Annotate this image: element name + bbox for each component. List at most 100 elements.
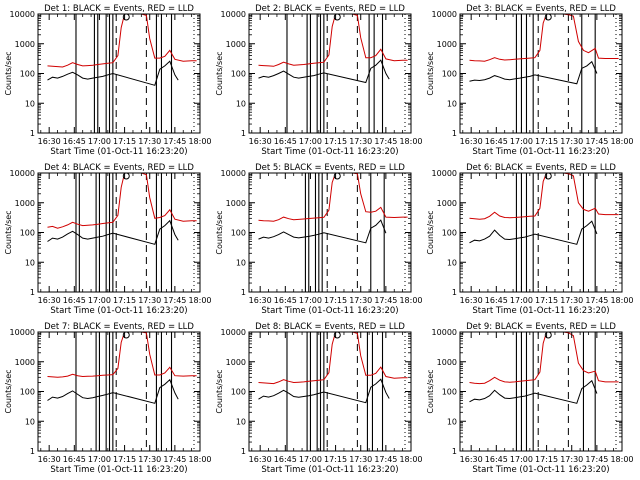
x-tick-label: 18:00 <box>188 137 211 146</box>
x-axis-label: Start Time (01-Oct-11 16:23:20) <box>261 465 398 475</box>
panel-title: Det 7: BLACK = Events, RED = LLD <box>44 322 194 332</box>
x-tick-label: 16:45 <box>485 137 508 146</box>
lld-series-line <box>469 13 619 62</box>
y-tick-label: 10 <box>447 417 457 426</box>
y-tick-label: 10 <box>236 258 246 267</box>
y-tick-label: 100 <box>442 229 457 238</box>
events-series-line <box>469 60 598 85</box>
x-tick-label: 16:45 <box>274 455 297 464</box>
x-tick-label: 16:30 <box>249 137 272 146</box>
x-tick-label: 17:15 <box>113 137 136 146</box>
x-tick-label: 17:00 <box>299 455 322 464</box>
y-tick-label: 1 <box>30 288 35 297</box>
plot-frame <box>37 13 201 134</box>
x-tick-label: 18:00 <box>188 296 211 305</box>
x-tick-label: 17:30 <box>138 137 161 146</box>
x-tick-label: 17:15 <box>324 455 347 464</box>
y-tick-label: 1 <box>241 447 246 456</box>
x-axis-label: Start Time (01-Oct-11 16:23:20) <box>261 147 398 157</box>
x-tick-label: 17:15 <box>535 137 558 146</box>
plot-frame <box>37 331 201 452</box>
detector-panel-3: 1 10 100 1000 10000 16:30 16:45 17:00 17:15 17:30… <box>426 4 634 157</box>
plot-frame <box>459 13 623 134</box>
y-tick-label: 10 <box>236 417 246 426</box>
y-tick-label: 100 <box>231 388 246 397</box>
y-tick-label: 10 <box>447 99 457 108</box>
y-tick-label: 1 <box>241 129 246 138</box>
lld-series-line <box>47 331 197 378</box>
lld-series-line <box>469 172 619 220</box>
x-tick-label: 16:30 <box>249 296 272 305</box>
y-tick-label: 10000 <box>432 169 457 178</box>
panel-title: Det 8: BLACK = Events, RED = LLD <box>255 322 405 332</box>
y-axis-label: Counts/sec <box>426 369 435 413</box>
x-tick-label: 16:45 <box>274 137 297 146</box>
panel-title: Det 2: BLACK = Events, RED = LLD <box>255 4 405 14</box>
x-tick-label: 16:45 <box>63 296 86 305</box>
y-tick-label: 100 <box>442 388 457 397</box>
x-tick-label: 17:15 <box>535 296 558 305</box>
y-tick-label: 10 <box>25 417 35 426</box>
x-tick-label: 17:00 <box>510 455 533 464</box>
x-tick-label: 17:00 <box>88 455 111 464</box>
events-series-line <box>469 220 598 245</box>
x-tick-label: 16:30 <box>460 455 483 464</box>
y-tick-label: 1 <box>241 288 246 297</box>
y-axis-label: Counts/sec <box>426 51 435 95</box>
x-axis-label: Start Time (01-Oct-11 16:23:20) <box>472 465 609 475</box>
x-tick-label: 16:45 <box>485 296 508 305</box>
y-tick-label: 1 <box>452 288 457 297</box>
x-tick-label: 17:00 <box>299 137 322 146</box>
panel-title: Det 1: BLACK = Events, RED = LLD <box>44 4 194 14</box>
y-tick-label: 10000 <box>432 10 457 19</box>
x-tick-label: 16:30 <box>249 455 272 464</box>
events-series-line <box>47 60 179 86</box>
x-axis-label: Start Time (01-Oct-11 16:23:20) <box>472 306 609 316</box>
x-tick-label: 16:30 <box>38 137 61 146</box>
x-tick-label: 17:15 <box>324 137 347 146</box>
y-tick-label: 100 <box>20 70 35 79</box>
x-tick-label: 17:30 <box>560 137 583 146</box>
x-tick-label: 17:15 <box>324 296 347 305</box>
detector-panel-8: 1 10 100 1000 10000 16:30 16:45 17:00 17:15 17:30… <box>215 322 423 475</box>
lld-series-line <box>47 172 197 229</box>
detector-panel-7: 1 10 100 1000 10000 16:30 16:45 17:00 17:15 17:30… <box>4 322 212 475</box>
y-axis-label: Counts/sec <box>426 210 435 254</box>
x-tick-label: 17:30 <box>560 455 583 464</box>
x-tick-label: 17:15 <box>113 296 136 305</box>
x-tick-label: 17:30 <box>138 296 161 305</box>
lld-series-line <box>469 331 619 385</box>
x-tick-label: 18:00 <box>399 455 422 464</box>
x-tick-label: 17:45 <box>585 296 608 305</box>
y-axis-label: Counts/sec <box>215 51 224 95</box>
detector-panel-1: 1 10 100 1000 10000 16:30 16:45 17:00 17:15 17:30… <box>4 4 212 157</box>
plot-frame <box>248 13 412 134</box>
y-tick-label: 10000 <box>221 169 246 178</box>
x-tick-label: 17:15 <box>535 455 558 464</box>
x-tick-label: 17:30 <box>349 296 372 305</box>
events-series-line <box>258 219 387 244</box>
y-tick-label: 1000 <box>15 40 35 49</box>
x-tick-label: 17:45 <box>374 137 397 146</box>
x-tick-label: 17:45 <box>585 455 608 464</box>
y-tick-label: 100 <box>20 229 35 238</box>
y-tick-label: 1000 <box>437 199 457 208</box>
x-tick-label: 17:45 <box>374 455 397 464</box>
y-tick-label: 10000 <box>10 169 35 178</box>
x-axis-label: Start Time (01-Oct-11 16:23:20) <box>50 306 187 316</box>
y-tick-label: 1 <box>30 447 35 456</box>
plot-frame <box>459 331 623 452</box>
detector-panel-2: 1 10 100 1000 10000 16:30 16:45 17:00 17:15 17:30… <box>215 4 423 157</box>
panel-title: Det 9: BLACK = Events, RED = LLD <box>466 322 616 332</box>
y-tick-label: 10000 <box>10 328 35 337</box>
x-tick-label: 18:00 <box>188 455 211 464</box>
y-tick-label: 1 <box>452 129 457 138</box>
plot-frame <box>248 331 412 452</box>
lld-series-line <box>47 13 197 68</box>
y-tick-label: 100 <box>231 229 246 238</box>
events-series-line <box>47 378 179 404</box>
x-tick-label: 17:30 <box>138 455 161 464</box>
y-tick-label: 1 <box>30 129 35 138</box>
y-tick-label: 1000 <box>15 199 35 208</box>
events-series-line <box>47 219 179 245</box>
